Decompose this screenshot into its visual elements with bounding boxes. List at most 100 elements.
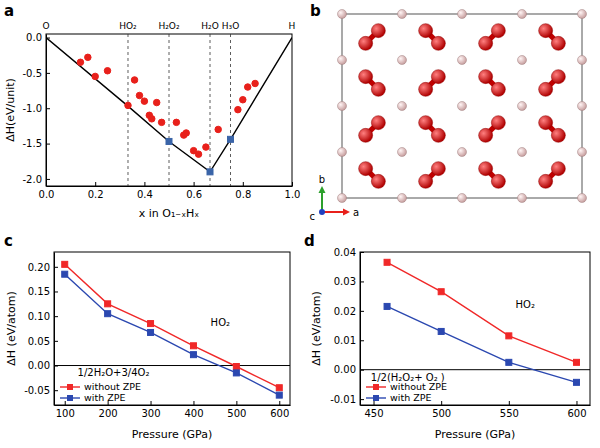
- tick-mark: [292, 182, 293, 186]
- tick-label: 0.8: [235, 189, 251, 200]
- legend-marker: [374, 385, 379, 390]
- tick: 450: [364, 401, 383, 419]
- o-atom: [551, 162, 565, 176]
- data-point: [240, 96, 247, 103]
- tick-mark: [441, 401, 442, 405]
- tick-label: 550: [500, 408, 519, 419]
- o-atom: [359, 128, 373, 142]
- tick: -2.0: [22, 174, 50, 185]
- h-atom: [578, 56, 587, 65]
- o-atom: [419, 174, 433, 188]
- tick-mark: [144, 182, 145, 186]
- h-atom: [338, 194, 347, 203]
- h-atom: [398, 56, 407, 65]
- tick: 0.03: [334, 276, 364, 287]
- tick-mark: [46, 179, 50, 180]
- tick: 0.15: [28, 286, 58, 297]
- tick: 0.10: [28, 311, 58, 322]
- legend-label: without ZPE: [390, 381, 447, 392]
- tick-mark: [194, 182, 195, 186]
- o-atom: [479, 162, 493, 176]
- tick-mark: [95, 182, 96, 186]
- series-line: [65, 274, 280, 395]
- tick-label: 200: [99, 408, 118, 419]
- data-point: [244, 84, 251, 91]
- annotation: H₃O: [222, 21, 239, 31]
- tick-label: 0.4: [137, 189, 153, 200]
- data-point: [203, 144, 210, 151]
- data-point: [215, 126, 222, 133]
- y-axis-title: ΔH (eV/atom): [5, 291, 18, 365]
- panel: 450500550600-0.010.000.010.020.030.04HO₂…: [310, 247, 591, 441]
- data-point: [183, 130, 190, 137]
- panel-label: b: [310, 2, 321, 20]
- series-line: [65, 264, 280, 387]
- annotation: O: [42, 21, 49, 31]
- h-atom: [398, 148, 407, 157]
- x-axis: 0.00.20.40.60.81.0: [39, 182, 301, 200]
- o-atom: [551, 70, 565, 84]
- annotation: 1/2H₂O+3/4O₂: [78, 367, 150, 378]
- x-axis-title: x in O₁₋ₓHₓ: [139, 207, 200, 220]
- legend-marker: [374, 396, 379, 401]
- tick-label: 0.05: [28, 336, 50, 347]
- tick: 100: [56, 401, 75, 419]
- o-atom: [479, 70, 493, 84]
- panel: 100200300400500600-0.050.000.050.100.150…: [5, 252, 291, 441]
- tick-mark: [360, 340, 364, 341]
- data-point: [85, 54, 92, 61]
- tick: 200: [99, 401, 118, 419]
- tick: 1.0: [285, 182, 301, 200]
- axes-triad: abc: [310, 174, 360, 222]
- arrow-head: [319, 186, 326, 193]
- tick-label: 1.0: [285, 189, 301, 200]
- tick-mark: [54, 267, 58, 268]
- data-point: [228, 136, 234, 142]
- h-atom: [518, 194, 527, 203]
- h-atom: [458, 148, 467, 157]
- h-atom: [338, 56, 347, 65]
- h-atom: [518, 10, 527, 19]
- annotation: HO₂: [516, 299, 535, 310]
- legend-label: with ZPE: [84, 392, 125, 403]
- h-atom: [578, 148, 587, 157]
- axis-line: [361, 405, 591, 406]
- tick-mark: [54, 291, 58, 292]
- tick: -0.01: [330, 394, 364, 405]
- tick-label: 400: [184, 408, 203, 419]
- o-atom: [479, 128, 493, 142]
- panel: 0.00.20.40.60.81.0-2.0-1.5-1.0-0.50.0OHO…: [4, 21, 301, 220]
- o-atom: [359, 70, 373, 84]
- panel-label: a: [4, 2, 14, 20]
- legend: without ZPEwith ZPE: [60, 381, 141, 403]
- tick-mark: [576, 401, 577, 405]
- tick-label: 0.0: [26, 32, 42, 43]
- o-atom: [371, 24, 385, 38]
- data-point: [233, 370, 239, 376]
- tick: 0.04: [334, 247, 364, 258]
- data-point: [62, 261, 68, 267]
- tick-label: -2.0: [22, 174, 42, 185]
- tick-label: 600: [270, 408, 289, 419]
- tick-mark: [279, 401, 280, 405]
- data-point: [573, 379, 579, 385]
- data-point: [438, 328, 444, 334]
- tick-label: 0.04: [334, 247, 356, 258]
- x-axis-title: Pressure (GPa): [132, 428, 212, 441]
- h-atom: [518, 148, 527, 157]
- data-point: [149, 116, 156, 123]
- series-line: [387, 262, 576, 362]
- tick: 600: [270, 401, 289, 419]
- o-atom: [431, 70, 445, 84]
- tick-mark: [236, 401, 237, 405]
- tick-mark: [374, 401, 375, 405]
- tick-label: 0.10: [28, 311, 50, 322]
- o-atom: [359, 162, 373, 176]
- tick-mark: [360, 311, 364, 312]
- data-point: [105, 301, 111, 307]
- x-axis-title: Pressure (GPa): [435, 428, 515, 441]
- h-atom: [578, 194, 587, 203]
- tick-label: 0.00: [334, 364, 356, 375]
- annotation: HO₂: [211, 317, 230, 328]
- h-atom: [338, 102, 347, 111]
